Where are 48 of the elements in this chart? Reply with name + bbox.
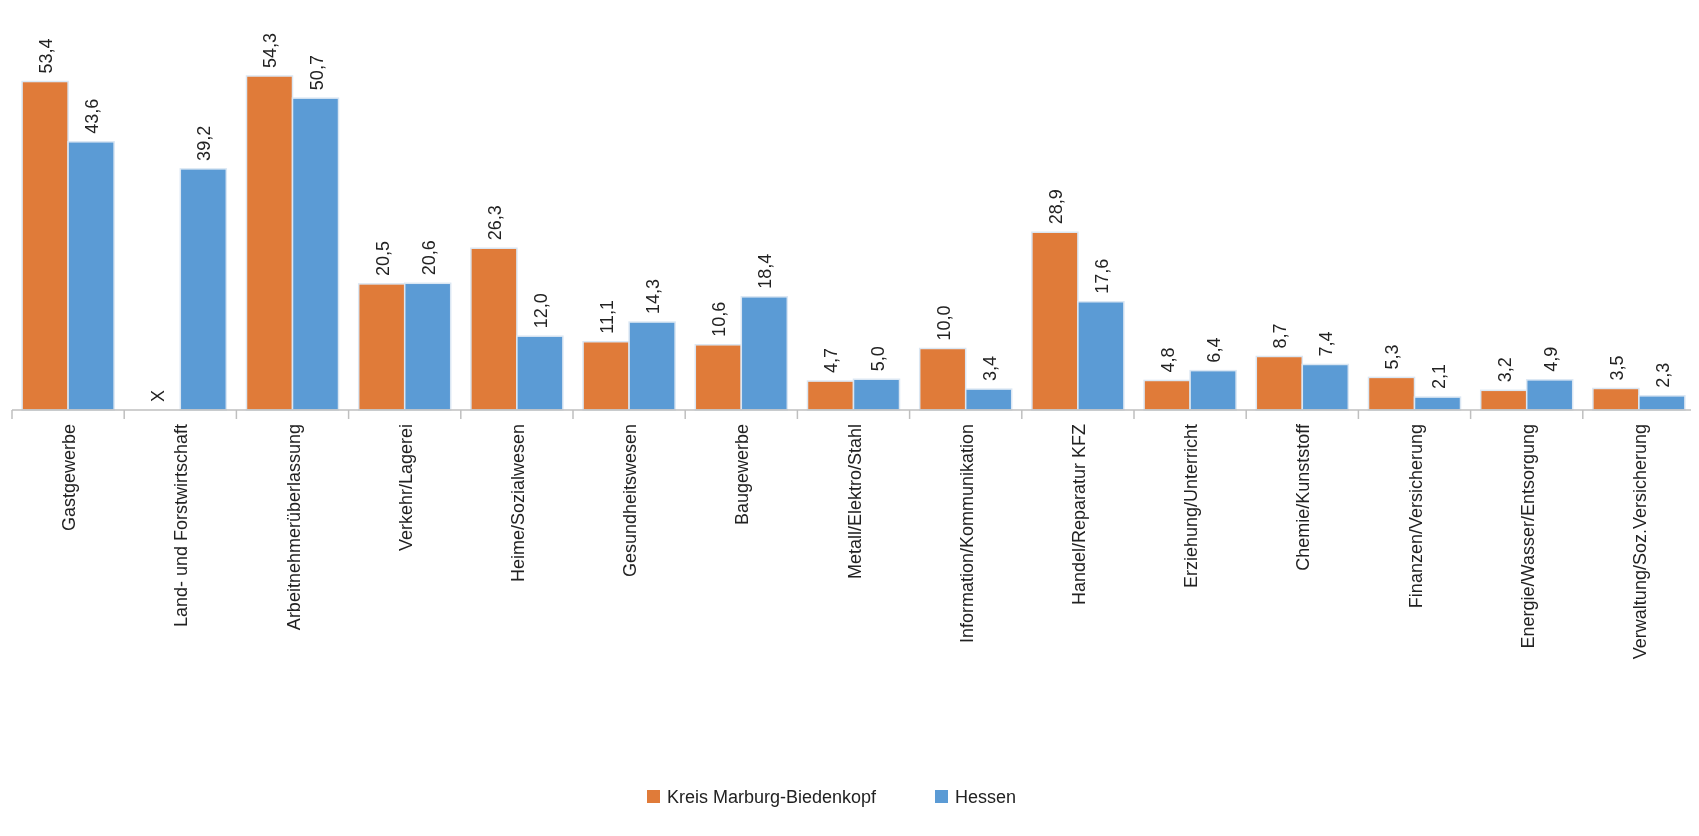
x-tick-label: Erziehung/Unterricht [1181, 424, 1202, 589]
x-tick-label: Verkehr/Lagerei [395, 424, 416, 552]
data-label: 10,6 [709, 301, 730, 337]
x-tick-label: Energie/Wasser/Entsorgung [1517, 424, 1538, 649]
x-tick-label: Gesundheitswesen [620, 424, 641, 578]
data-label: 10,0 [933, 305, 954, 341]
data-label: 2,3 [1652, 362, 1673, 388]
data-label: 3,4 [979, 356, 1000, 382]
data-label: 26,3 [484, 205, 505, 241]
x-tick-label: Gastgewerbe [59, 424, 80, 532]
data-label: 50,7 [306, 55, 327, 91]
legend-label: Kreis Marburg-Biedenkopf [667, 787, 878, 807]
data-label: 20,6 [418, 240, 439, 276]
data-label: 18,4 [755, 253, 776, 289]
data-label: 14,3 [643, 278, 664, 315]
x-tick-label: Land- und Forstwirtschaft [171, 424, 192, 628]
x-tick-label: Finanzen/Versicherung [1405, 424, 1426, 609]
bar [179, 168, 228, 411]
text: X [148, 389, 169, 402]
data-label: 4,9 [1540, 346, 1561, 372]
x-tick-label: Baugewerbe [732, 424, 753, 526]
x-tick-label: Information/Kommunikation [956, 424, 977, 644]
data-label: 17,6 [1091, 258, 1112, 294]
data-label: 6,4 [1204, 337, 1225, 363]
data-label: 20,5 [372, 240, 393, 276]
x-tick-label: Metall/Elektro/Stahl [844, 424, 865, 580]
data-label: 5,0 [867, 346, 888, 372]
x-tick-label: Arbeitnehmerüberlassung [283, 424, 304, 631]
data-label: 4,8 [1158, 347, 1179, 373]
data-label: 7,4 [1316, 331, 1337, 357]
x-tick-label: Verwaltung/Soz.Versicherung [1629, 424, 1650, 660]
legend-label: Hessen [955, 787, 1017, 807]
data-label: 3,2 [1494, 357, 1515, 383]
data-label: 54,3 [260, 32, 281, 68]
data-label: 39,2 [194, 125, 215, 161]
data-label: 28,9 [1045, 189, 1066, 225]
data-label: 2,1 [1428, 364, 1449, 390]
data-label: 12,0 [530, 293, 551, 329]
data-label: 5,3 [1382, 344, 1403, 370]
data-label: 11,1 [597, 300, 618, 334]
data-label: 43,6 [82, 98, 103, 134]
data-label: 53,4 [36, 38, 57, 74]
data-label: 4,7 [821, 348, 842, 374]
x-tick-label: Handel/Reparatur KFZ [1068, 424, 1089, 606]
x-tick-label: Chemie/Kunststoff [1293, 423, 1314, 571]
x-tick-label: Heime/Sozialwesen [507, 424, 528, 583]
data-label: 8,7 [1270, 323, 1291, 349]
data-label: 3,5 [1606, 355, 1627, 381]
